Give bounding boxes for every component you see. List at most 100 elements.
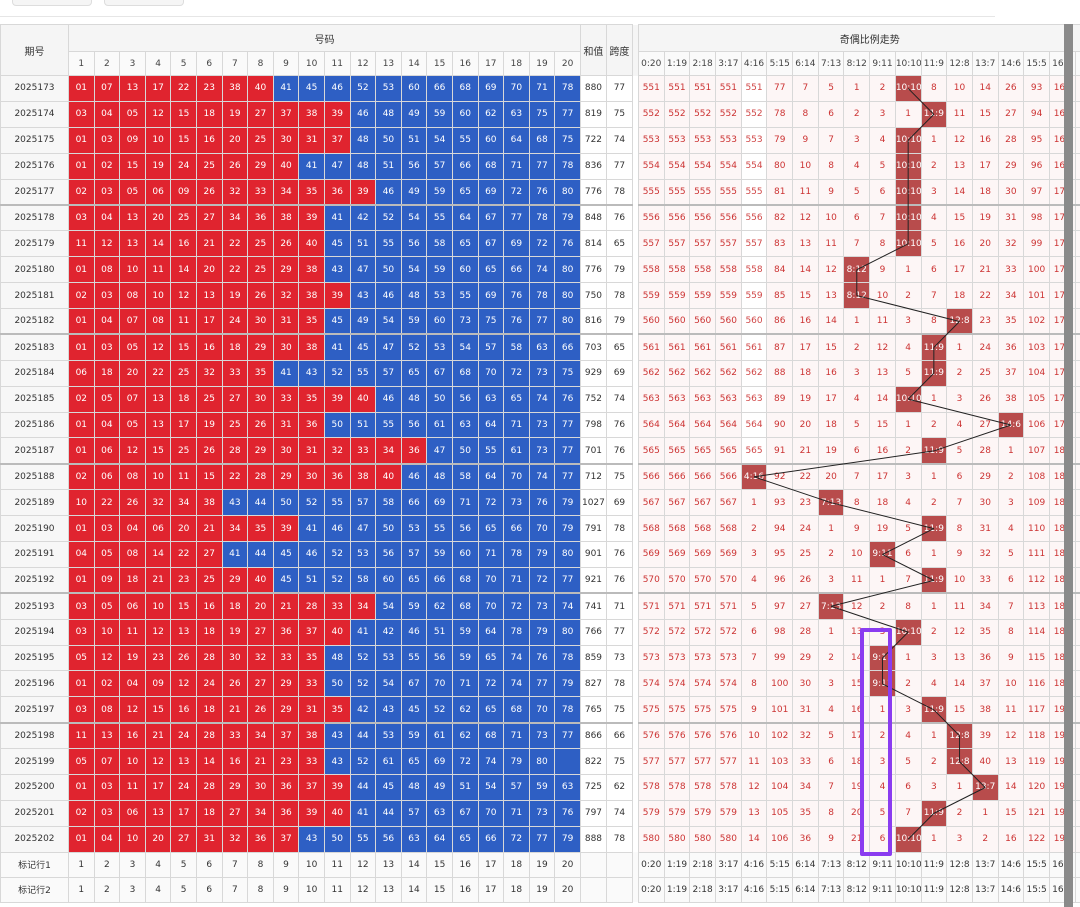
number-ball: 70: [528, 515, 556, 543]
ratio-cell: 554: [663, 152, 691, 180]
number-ball: 22: [221, 256, 249, 284]
footer-number: 6: [195, 876, 223, 903]
ratio-cell: 570: [689, 566, 716, 594]
ratio-cell: 580: [715, 825, 742, 853]
issue-cell: 2025190: [0, 515, 69, 543]
ratio-cell: 572: [689, 618, 716, 646]
number-ball: 08: [119, 541, 146, 568]
number-ball: 27: [247, 100, 274, 128]
ratio-cell: 575: [689, 696, 716, 724]
ratio-cell: 21: [792, 437, 819, 465]
number-ball: 72: [503, 592, 530, 620]
ratio-cell: 4: [920, 670, 948, 698]
number-ball: 36: [272, 618, 300, 646]
ratio-cell: 99: [1023, 230, 1050, 258]
ratio-cell: 1: [894, 100, 922, 128]
sum-cell: 859: [579, 644, 607, 672]
number-ball: 12: [144, 618, 172, 646]
number-ball: 48: [426, 462, 453, 491]
number-ball: 71: [503, 152, 530, 180]
number-ball: 54: [477, 774, 505, 801]
number-ball: 54: [400, 256, 428, 284]
number-col-header: 16: [451, 51, 479, 76]
footer-number: 7: [221, 876, 249, 903]
number-ball: 71: [451, 489, 479, 517]
issue-cell: 2025185: [0, 385, 69, 413]
ratio-cell: 7:13: [817, 592, 845, 620]
number-ball: 22: [170, 541, 197, 568]
number-ball: 77: [528, 308, 556, 335]
number-ball: 25: [195, 566, 223, 594]
number-ball: 63: [528, 333, 556, 361]
ratio-cell: 2: [869, 75, 896, 102]
number-ball: 24: [195, 670, 223, 698]
number-ball: 03: [68, 100, 95, 128]
ratio-cell: 10:10: [894, 152, 922, 180]
ratio-cell: 552: [637, 100, 665, 128]
ratio-cell: 30: [971, 489, 999, 517]
gap: [632, 877, 639, 903]
ratio-cell: 551: [663, 75, 691, 102]
footer-span: [605, 851, 633, 878]
footer-span: [605, 876, 633, 903]
number-ball: 57: [426, 152, 453, 180]
number-ball: 13: [170, 618, 197, 646]
number-ball: 20: [119, 359, 146, 387]
number-ball: 63: [554, 774, 581, 801]
ratio-cell: 11:9: [920, 515, 948, 543]
number-ball: 52: [323, 566, 351, 594]
footer-number: 20: [554, 851, 581, 878]
number-ball: 71: [503, 721, 530, 750]
ratio-cell: 10: [946, 566, 973, 594]
ratio-col-header: 5:15: [766, 51, 794, 76]
number-ball: 25: [221, 411, 249, 439]
footer-number: 4: [144, 851, 172, 878]
number-ball: 78: [503, 541, 530, 568]
ratio-cell: 4: [946, 411, 973, 439]
number-ball: 74: [554, 592, 581, 620]
ratio-cell: 12: [946, 618, 973, 646]
number-ball: 47: [426, 437, 453, 465]
ratio-cell: 1: [920, 126, 948, 154]
ratio-cell: 2: [1074, 126, 1080, 154]
ratio-cell: 37: [997, 359, 1025, 387]
number-ball: 68: [451, 359, 479, 387]
ratio-cell: 3: [894, 696, 922, 724]
ratio-cell: 1: [843, 308, 871, 335]
toolbar-button[interactable]: [104, 0, 184, 6]
ratio-cell: 577: [663, 748, 691, 776]
number-ball: 32: [323, 437, 351, 465]
number-ball: 66: [426, 75, 453, 102]
number-ball: 36: [323, 178, 351, 206]
ratio-cell: 1: [971, 799, 999, 827]
ratio-cell: 11: [817, 230, 845, 258]
number-ball: 34: [349, 592, 377, 620]
ratio-cell: 110: [1023, 515, 1050, 543]
number-ball: 72: [528, 566, 556, 594]
number-ball: 70: [477, 566, 505, 594]
sum-cell: 888: [579, 825, 607, 853]
number-ball: 32: [247, 644, 274, 672]
number-col-header: 10: [298, 51, 325, 76]
ratio-cell: 3: [894, 462, 922, 491]
number-ball: 20: [144, 203, 172, 232]
number-ball: 11: [170, 462, 197, 491]
ratio-cell: 3: [869, 100, 896, 128]
number-ball: 01: [68, 152, 95, 180]
scrollbar[interactable]: [1064, 24, 1073, 907]
ratio-cell: 2: [1074, 696, 1080, 724]
number-ball: 72: [477, 670, 505, 698]
ratio-cell: 6: [997, 566, 1025, 594]
number-ball: 65: [477, 256, 505, 284]
number-ball: 76: [528, 178, 556, 206]
ratio-cell: 14: [740, 825, 768, 853]
number-ball: 74: [503, 670, 530, 698]
ratio-cell: 574: [663, 670, 691, 698]
number-ball: 13: [119, 230, 146, 258]
footer-number: 12: [349, 851, 377, 878]
toolbar-button[interactable]: [12, 0, 92, 6]
number-ball: 38: [195, 489, 223, 517]
ratio-cell: 11: [740, 748, 768, 776]
ratio-cell: 34: [997, 282, 1025, 310]
ratio-cell: 29: [971, 462, 999, 491]
